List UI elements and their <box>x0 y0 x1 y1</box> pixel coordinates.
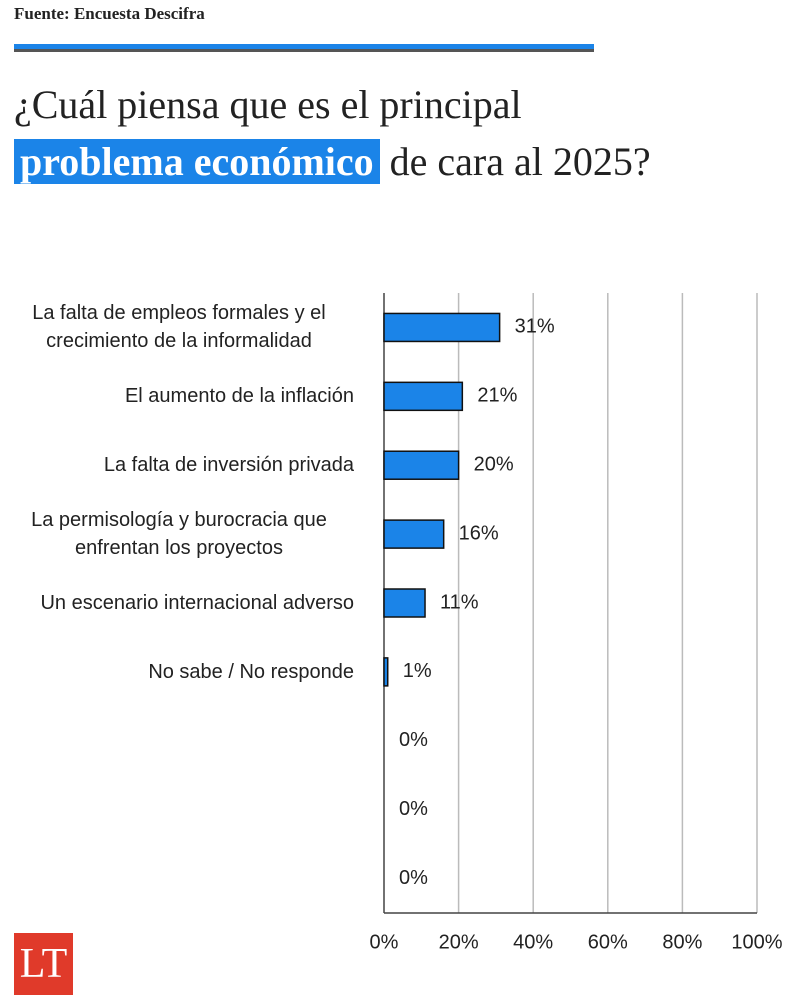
category-label: La permisología y burocracia que enfrent… <box>31 509 327 560</box>
value-label: 31% <box>515 316 555 338</box>
source: Fuente: Encuesta Descifra <box>14 4 205 23</box>
title-rest: de cara al 2025? <box>389 139 651 184</box>
value-label: 11% <box>440 591 479 613</box>
bar <box>383 519 445 549</box>
category-label-box: No sabe / No responde <box>4 658 354 686</box>
category-label-box: La falta de empleos formales y el crecim… <box>4 299 354 355</box>
bar <box>383 450 460 480</box>
value-label: 16% <box>459 522 499 544</box>
x-tick-label: 0% <box>370 931 399 953</box>
x-tick-label: 60% <box>588 931 628 953</box>
bar <box>383 657 389 687</box>
x-tick-label: 80% <box>662 931 702 953</box>
value-label: 21% <box>477 385 517 407</box>
title-highlight: problema económico <box>14 139 380 184</box>
title-line: ¿Cuál piensa que es el principal <box>14 82 522 127</box>
category-label: El aumento de la inflación <box>124 385 354 408</box>
category-label: La falta de empleos formales y el crecim… <box>32 302 326 353</box>
x-tick-label: 40% <box>513 931 553 953</box>
category-label: La falta de inversión privada <box>103 454 354 477</box>
bar <box>383 312 501 343</box>
value-label: 1% <box>403 660 432 682</box>
category-label-box: La falta de inversión privada <box>4 451 354 479</box>
bar <box>383 381 464 412</box>
bar <box>383 588 426 618</box>
category-label-box: La permisología y burocracia que enfrent… <box>4 506 354 562</box>
category-label-box: Un escenario internacional adverso <box>4 589 354 617</box>
category-label-box: El aumento de la inflación <box>4 382 354 410</box>
x-tick-label: 100% <box>731 931 782 953</box>
title: ¿Cuál piensa que es el principal problema… <box>14 76 651 190</box>
x-tick-label: 20% <box>439 931 479 953</box>
value-label: 0% <box>399 729 428 751</box>
value-label: 0% <box>399 798 428 820</box>
rule <box>14 44 594 52</box>
category-label: No sabe / No responde <box>148 660 354 683</box>
logo: LT <box>14 933 73 995</box>
value-label: 0% <box>399 867 428 889</box>
value-label: 20% <box>474 454 514 476</box>
category-label: Un escenario internacional adverso <box>40 592 354 614</box>
